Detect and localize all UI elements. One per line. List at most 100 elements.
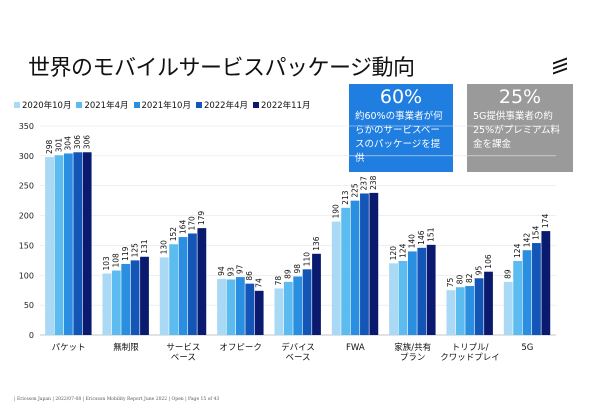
data-label: 298 bbox=[45, 140, 54, 155]
bar bbox=[341, 207, 351, 335]
x-tick-label: 無制限 bbox=[113, 342, 139, 353]
legend-swatch-4 bbox=[253, 102, 259, 108]
x-tick-label: 家族/共有 bbox=[394, 342, 431, 353]
slide-footer: | Ericsson Japan | 2022/07-08 | Ericsson… bbox=[14, 397, 220, 402]
legend-item-1: 2021年4月 bbox=[76, 99, 129, 111]
bar bbox=[417, 247, 427, 335]
bar bbox=[503, 281, 513, 335]
callout-25-text: 5G提供事業者の約25%がプレミアム料金を課金 bbox=[473, 111, 560, 150]
bar bbox=[217, 278, 226, 335]
data-label: 124 bbox=[513, 243, 522, 258]
legend-item-2: 2021年10月 bbox=[133, 99, 191, 111]
y-tick-label: 300 bbox=[19, 152, 34, 161]
bar bbox=[541, 231, 551, 335]
bar bbox=[197, 228, 207, 335]
legend-label-1: 2021年4月 bbox=[84, 101, 129, 111]
x-tick-label: ベース bbox=[285, 353, 310, 363]
data-label: 142 bbox=[522, 233, 531, 248]
legend-item-4: 2022年11月 bbox=[253, 99, 310, 111]
legend-label-4: 2022年11月 bbox=[261, 101, 311, 111]
legend-item-0: 2020年10月 bbox=[14, 99, 71, 111]
bar bbox=[465, 286, 475, 335]
data-label: 151 bbox=[426, 227, 435, 242]
data-label: 140 bbox=[408, 234, 417, 249]
data-label: 301 bbox=[54, 138, 63, 153]
data-label: 131 bbox=[140, 239, 149, 254]
data-label: 97 bbox=[236, 264, 245, 274]
legend-swatch-1 bbox=[76, 102, 83, 108]
y-tick-label: 0 bbox=[29, 331, 34, 340]
bar bbox=[474, 278, 484, 335]
bar bbox=[73, 152, 83, 335]
data-label: 74 bbox=[254, 278, 263, 288]
x-tick-label: デバイス bbox=[281, 342, 315, 353]
y-tick-label: 350 bbox=[19, 122, 34, 131]
y-tick-label: 100 bbox=[19, 271, 34, 280]
data-label: 136 bbox=[312, 236, 321, 251]
data-label: 306 bbox=[73, 135, 82, 150]
data-label: 119 bbox=[121, 246, 130, 261]
x-tick-label: サービス bbox=[166, 343, 200, 353]
data-label: 89 bbox=[504, 269, 513, 279]
data-label: 89 bbox=[284, 269, 293, 279]
bar bbox=[522, 250, 532, 335]
x-tick-label: ベース bbox=[171, 353, 196, 363]
bar bbox=[389, 263, 398, 335]
bar bbox=[360, 193, 369, 335]
y-tick-label: 50 bbox=[24, 301, 34, 310]
bar bbox=[235, 277, 245, 335]
data-label: 306 bbox=[82, 135, 91, 150]
legend-label-0: 2020年10月 bbox=[22, 101, 72, 111]
bar bbox=[426, 244, 436, 335]
data-label: 106 bbox=[484, 254, 493, 269]
data-label: 213 bbox=[341, 190, 350, 205]
x-tick-label: トリプル/ bbox=[452, 343, 489, 353]
data-label: 110 bbox=[302, 252, 311, 267]
data-label: 152 bbox=[169, 227, 178, 242]
x-tick-label: FWA bbox=[346, 343, 365, 353]
bar bbox=[111, 270, 121, 335]
bar bbox=[188, 233, 197, 335]
data-label: 238 bbox=[369, 175, 378, 190]
data-label: 124 bbox=[398, 243, 407, 258]
data-label: 86 bbox=[245, 271, 254, 281]
data-label: 75 bbox=[446, 277, 455, 287]
data-label: 225 bbox=[350, 183, 359, 198]
bar bbox=[369, 192, 379, 335]
data-label: 120 bbox=[389, 246, 398, 261]
data-label: 80 bbox=[456, 274, 465, 284]
data-label: 304 bbox=[64, 136, 73, 151]
bar bbox=[45, 157, 54, 335]
bar bbox=[274, 288, 284, 335]
bar bbox=[121, 263, 131, 335]
legend-item-3: 2022年4月 bbox=[195, 99, 248, 111]
bar bbox=[513, 260, 523, 335]
data-label: 170 bbox=[188, 216, 197, 231]
bar bbox=[283, 281, 293, 335]
x-tick-label: オフピーク bbox=[219, 343, 262, 353]
x-tick-label: クワッドプレイ bbox=[440, 353, 500, 363]
data-label: 174 bbox=[541, 214, 550, 229]
legend-swatch-3 bbox=[195, 102, 202, 108]
bar bbox=[159, 257, 169, 335]
data-label: 164 bbox=[178, 220, 187, 235]
bar bbox=[245, 283, 255, 335]
bar bbox=[130, 260, 140, 335]
y-tick-label: 150 bbox=[19, 241, 34, 250]
x-tick-label: パケット bbox=[52, 343, 86, 353]
bar bbox=[484, 271, 493, 335]
callout-60-text: 約60%の事業者が何らかのサービスベースのパッケージを提供 bbox=[355, 111, 443, 164]
y-tick-label: 200 bbox=[19, 212, 34, 221]
slide-title: 世界のモバイルサービスパッケージ動向 bbox=[28, 56, 415, 81]
bar bbox=[140, 256, 149, 335]
bar bbox=[178, 237, 188, 335]
data-label: 82 bbox=[465, 273, 474, 283]
bar bbox=[455, 287, 465, 335]
callout-25-value: 25% bbox=[498, 86, 542, 108]
data-label: 94 bbox=[217, 266, 226, 276]
bar bbox=[350, 200, 360, 335]
data-label: 190 bbox=[332, 204, 341, 219]
chart-legend: 2020年10月 2021年4月 2021年10月 2022年4月 2022年11月 bbox=[14, 99, 310, 111]
data-label: 237 bbox=[360, 176, 369, 191]
callout-60-percent: 60% 約60%の事業者が何らかのサービスベースのパッケージを提供 bbox=[349, 84, 453, 172]
